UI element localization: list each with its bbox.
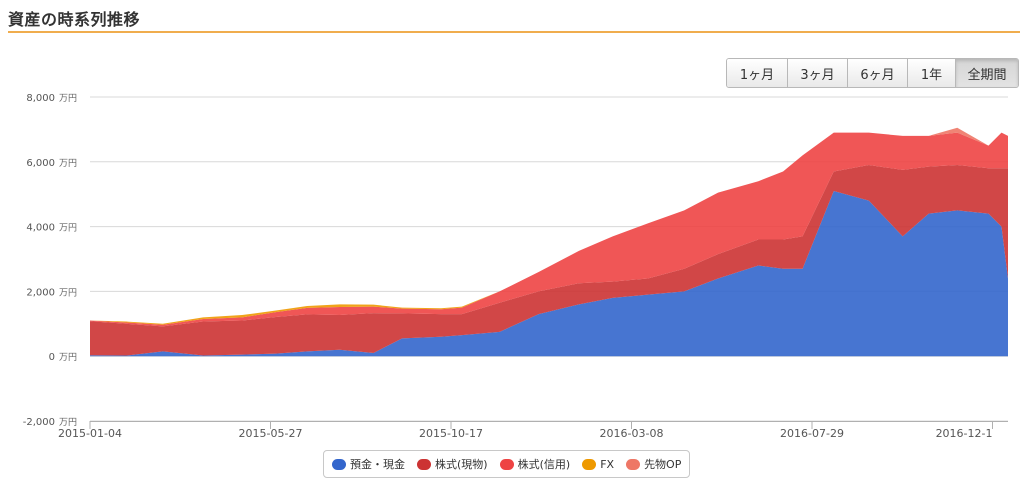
legend-swatch-fx <box>582 458 597 470</box>
y-tick-unit: 万円 <box>59 417 77 428</box>
legend-swatch-futures-op <box>626 458 641 470</box>
range-1-month-button[interactable]: 1ヶ月 <box>727 59 788 87</box>
legend-item-stock-spot[interactable]: 株式(現物) <box>417 456 488 472</box>
series-area-stock-spot <box>90 165 1008 356</box>
legend-item-futures-op[interactable]: 先物OP <box>626 456 681 472</box>
legend-label-cash: 預金・現金 <box>350 458 405 471</box>
title-underline <box>8 31 1020 33</box>
y-tick-label: -2,000 <box>23 417 55 428</box>
y-tick-label: 2,000 <box>26 287 55 298</box>
x-tick-label: 2016-12-1 <box>936 427 993 440</box>
legend-item-cash[interactable]: 預金・現金 <box>332 456 405 472</box>
y-tick-unit: 万円 <box>59 158 77 169</box>
y-tick-label: 6,000 <box>26 158 55 169</box>
x-tick-label: 2015-05-27 <box>239 427 303 440</box>
page-title: 資産の時系列推移 <box>8 10 141 29</box>
y-tick-label: 0 <box>49 352 55 363</box>
range-3-month-button[interactable]: 3ヶ月 <box>788 59 848 87</box>
range-6-month-button[interactable]: 6ヶ月 <box>848 59 908 87</box>
x-tick-label: 2015-10-17 <box>419 427 483 440</box>
y-tick-unit: 万円 <box>59 287 77 298</box>
y-tick-unit: 万円 <box>59 223 77 234</box>
chart-legend: 預金・現金 株式(現物) 株式(信用) FX 先物OP <box>323 450 691 478</box>
area-layer <box>90 127 1008 357</box>
legend-swatch-cash <box>332 458 346 470</box>
range-1-year-button[interactable]: 1年 <box>908 59 956 87</box>
y-tick-unit: 万円 <box>59 93 77 104</box>
legend-item-fx[interactable]: FX <box>582 458 614 471</box>
x-tick-label: 2016-03-08 <box>600 427 664 440</box>
y-tick-unit: 万円 <box>59 352 77 363</box>
range-all-button[interactable]: 全期間 <box>956 59 1018 87</box>
range-selector: 1ヶ月 3ヶ月 6ヶ月 1年 全期間 <box>726 58 1019 88</box>
legend-swatch-stock-spot <box>417 458 431 470</box>
series-area-stock-margin <box>90 132 1008 327</box>
legend-label-stock-spot: 株式(現物) <box>435 458 488 471</box>
legend-label-futures-op: 先物OP <box>644 458 682 471</box>
axis-layer: -2,000 万円0 万円2,000 万円4,000 万円6,000 万円8,000 万円2… <box>23 93 1008 440</box>
legend-label-stock-margin: 株式(信用) <box>517 458 571 471</box>
y-tick-label: 8,000 <box>26 93 55 104</box>
legend-label-fx: FX <box>600 457 615 471</box>
legend-item-stock-margin[interactable]: 株式(信用) <box>499 456 571 472</box>
series-area-cash <box>90 190 1008 357</box>
x-tick-label: 2016-07-29 <box>780 427 844 440</box>
y-tick-label: 4,000 <box>26 223 55 234</box>
legend-swatch-stock-margin <box>499 458 514 470</box>
x-tick-label: 2015-01-04 <box>58 427 122 440</box>
